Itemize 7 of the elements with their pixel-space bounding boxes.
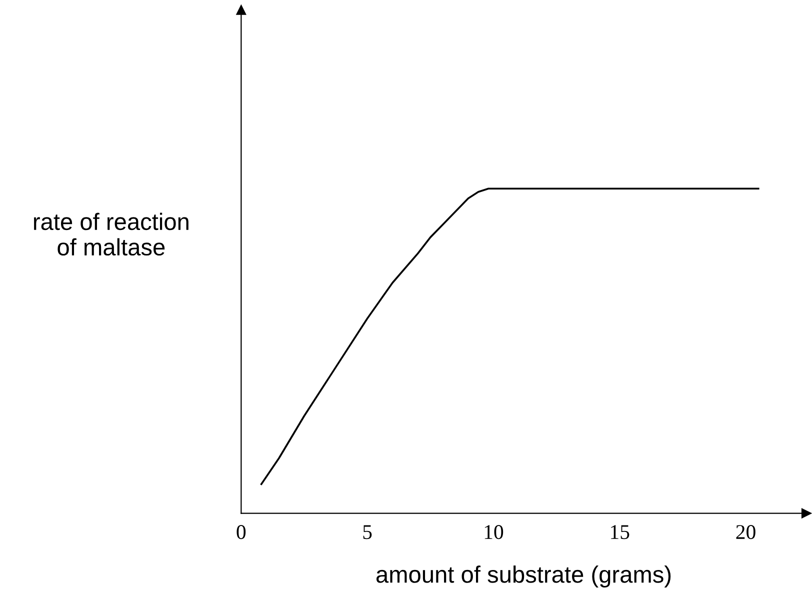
x-tick-label: 5 (363, 525, 372, 540)
x-tick-label: 20 (736, 525, 756, 540)
x-tick-label: 10 (484, 525, 504, 540)
x-axis-title: amount of substrate (grams) (376, 566, 671, 588)
x-tick-label: 0 (236, 525, 246, 540)
x-tick-label: 15 (611, 525, 630, 540)
y-axis-title: rate of reaction of maltase (34, 212, 188, 256)
